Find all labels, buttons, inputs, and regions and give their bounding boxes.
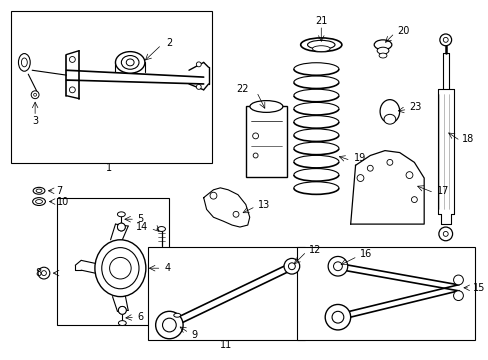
Ellipse shape	[33, 187, 45, 194]
Ellipse shape	[21, 58, 27, 67]
Text: 6: 6	[137, 312, 143, 322]
Circle shape	[327, 256, 347, 276]
Ellipse shape	[109, 257, 131, 279]
Circle shape	[443, 231, 447, 237]
Circle shape	[288, 263, 295, 270]
Text: 18: 18	[462, 134, 474, 144]
Ellipse shape	[307, 40, 334, 49]
Text: 23: 23	[408, 103, 421, 112]
Circle shape	[253, 153, 258, 158]
Text: 16: 16	[359, 249, 371, 260]
Ellipse shape	[373, 40, 391, 50]
Circle shape	[117, 223, 125, 231]
Text: 2: 2	[166, 38, 172, 48]
Text: 4: 4	[164, 263, 170, 273]
Circle shape	[155, 311, 183, 339]
Bar	[245, 107, 286, 177]
Circle shape	[69, 87, 75, 93]
Text: 7: 7	[57, 186, 63, 196]
Ellipse shape	[376, 47, 388, 54]
Ellipse shape	[118, 321, 126, 325]
Text: 10: 10	[57, 197, 69, 207]
Text: 1: 1	[105, 163, 111, 173]
Text: 14: 14	[135, 222, 147, 232]
Circle shape	[196, 85, 201, 89]
Ellipse shape	[157, 226, 165, 231]
Circle shape	[439, 34, 451, 46]
Text: 22: 22	[236, 84, 248, 94]
Circle shape	[118, 306, 126, 314]
Circle shape	[405, 172, 412, 179]
Text: 21: 21	[314, 16, 327, 26]
Circle shape	[284, 258, 299, 274]
Text: 13: 13	[257, 199, 269, 210]
Bar	[296, 247, 474, 340]
Text: 20: 20	[397, 26, 409, 36]
Circle shape	[453, 291, 463, 301]
Bar	[57, 198, 169, 325]
Circle shape	[325, 305, 350, 330]
Ellipse shape	[33, 198, 45, 206]
Circle shape	[117, 223, 125, 231]
Text: 5: 5	[137, 214, 143, 224]
Text: 3: 3	[32, 116, 38, 126]
Ellipse shape	[19, 54, 30, 71]
Ellipse shape	[36, 199, 42, 203]
Bar	[11, 12, 211, 163]
Circle shape	[443, 37, 447, 42]
Ellipse shape	[121, 55, 139, 69]
Circle shape	[410, 197, 416, 203]
Text: 8: 8	[36, 268, 42, 278]
Circle shape	[438, 227, 452, 241]
Ellipse shape	[383, 114, 395, 124]
Ellipse shape	[36, 189, 42, 193]
Circle shape	[118, 306, 126, 314]
Ellipse shape	[249, 100, 282, 112]
Circle shape	[356, 175, 363, 181]
Circle shape	[252, 133, 258, 139]
Circle shape	[41, 271, 46, 275]
Circle shape	[331, 311, 343, 323]
Bar	[147, 247, 304, 340]
Ellipse shape	[378, 53, 386, 58]
Ellipse shape	[312, 46, 329, 51]
Circle shape	[366, 165, 372, 171]
Ellipse shape	[173, 313, 180, 317]
Circle shape	[453, 275, 463, 285]
Circle shape	[38, 267, 50, 279]
Text: 19: 19	[353, 153, 365, 163]
Text: 17: 17	[436, 186, 448, 196]
Circle shape	[69, 57, 75, 62]
Circle shape	[196, 62, 201, 67]
Ellipse shape	[117, 212, 125, 217]
Text: 15: 15	[472, 283, 485, 293]
Text: 9: 9	[190, 330, 197, 340]
Circle shape	[162, 318, 176, 332]
Circle shape	[333, 262, 342, 271]
Circle shape	[31, 91, 39, 99]
Ellipse shape	[379, 100, 399, 123]
Ellipse shape	[300, 38, 341, 51]
Ellipse shape	[95, 240, 145, 297]
Text: 11: 11	[220, 339, 232, 350]
Circle shape	[210, 192, 217, 199]
Ellipse shape	[102, 248, 139, 289]
Text: 12: 12	[308, 244, 320, 255]
Circle shape	[34, 93, 37, 96]
Ellipse shape	[115, 51, 144, 73]
Circle shape	[233, 211, 239, 217]
Circle shape	[386, 159, 392, 165]
Ellipse shape	[126, 59, 134, 66]
